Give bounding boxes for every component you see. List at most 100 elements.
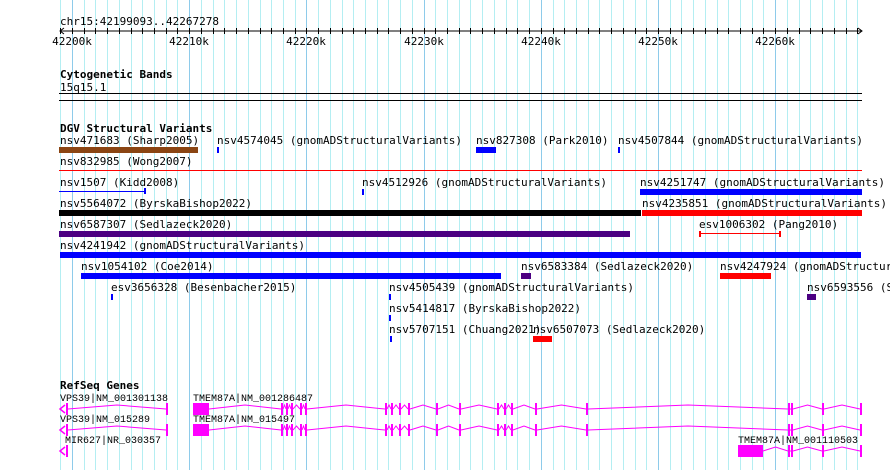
exon <box>822 445 824 457</box>
feature-end-tick <box>779 231 781 237</box>
intron <box>536 425 587 431</box>
intron <box>512 425 536 431</box>
exon <box>586 403 588 415</box>
exon <box>788 403 790 415</box>
feature-bar[interactable] <box>390 336 392 342</box>
exon <box>504 424 506 436</box>
variant-feature[interactable]: nsv4507844 (gnomADStructuralVariants) <box>618 134 863 153</box>
feature-bar[interactable] <box>59 231 630 237</box>
feature-bar[interactable] <box>389 315 391 321</box>
exon <box>291 403 293 415</box>
gene-tmem87a-nm-001286487[interactable] <box>193 403 862 415</box>
ruler-ticks <box>60 28 858 34</box>
intron <box>287 403 292 410</box>
intron <box>386 403 392 410</box>
variant-feature[interactable]: nsv6587307 (Sedlazeck2020) <box>59 218 630 237</box>
exon <box>281 403 283 415</box>
variant-feature[interactable]: nsv827308 (Park2010) <box>476 134 608 153</box>
feature-line[interactable] <box>59 191 145 192</box>
variant-feature[interactable]: nsv5414817 (ByrskaBishop2022) <box>389 302 581 321</box>
variant-feature[interactable]: nsv832985 (Wong2007) <box>59 155 862 171</box>
variant-feature[interactable]: esv3656328 (Besenbacher2015) <box>111 281 296 300</box>
feature-bar[interactable] <box>59 147 198 153</box>
gene-tmem87a-nm-015497[interactable] <box>193 424 862 436</box>
intron <box>587 425 789 431</box>
gene-vps39-nm-015289[interactable] <box>66 424 168 436</box>
feature-line[interactable] <box>59 170 862 171</box>
variant-feature[interactable]: nsv4247924 (gnomADStructuralVariants) <box>720 260 890 279</box>
feature-label: nsv4512926 (gnomADStructuralVariants) <box>362 176 607 189</box>
exon <box>391 424 393 436</box>
variant-feature[interactable]: nsv4251747 (gnomADStructuralVariants) <box>640 176 885 195</box>
intron <box>792 425 823 431</box>
band-15q15-1[interactable] <box>59 94 862 100</box>
intron <box>460 404 498 410</box>
feature-bar[interactable] <box>362 189 364 195</box>
variant-feature[interactable]: nsv1507 (Kidd2008) <box>59 176 179 194</box>
feature-line[interactable] <box>700 233 780 234</box>
exon <box>822 403 824 415</box>
exon <box>385 424 387 436</box>
variant-feature[interactable]: nsv4235851 (gnomADStructuralVariants) <box>642 197 887 216</box>
exon <box>436 424 438 436</box>
variant-feature[interactable]: nsv6507073 (Sedlazeck2020) <box>533 323 705 342</box>
variant-feature[interactable]: nsv5564072 (ByrskaBishop2022) <box>59 197 641 216</box>
feature-bar[interactable] <box>60 252 861 258</box>
feature-bar[interactable] <box>217 147 219 153</box>
feature-bar[interactable] <box>720 273 771 279</box>
feature-bar[interactable] <box>642 210 862 216</box>
ruler[interactable]: chr15:42199093..42267278 42200k 42210k 4… <box>52 15 863 48</box>
variant-feature[interactable]: nsv4505439 (gnomADStructuralVariants) <box>389 281 634 300</box>
gene-tmem87a-nm-001110503[interactable] <box>738 445 862 457</box>
feature-bar[interactable] <box>111 294 113 300</box>
intron <box>498 404 505 410</box>
feature-bar[interactable] <box>521 273 531 279</box>
exon <box>66 403 68 415</box>
feature-bar[interactable] <box>389 294 391 300</box>
variant-feature[interactable]: nsv5707151 (Chuang2021) <box>389 323 541 342</box>
intron <box>460 425 498 431</box>
gene-vps39-nm-001301138[interactable] <box>66 403 168 415</box>
variant-feature[interactable]: nsv4512926 (gnomADStructuralVariants) <box>362 176 607 195</box>
intron <box>292 425 301 431</box>
variant-feature[interactable]: nsv1054102 (Coe2014) <box>81 260 501 279</box>
variant-feature[interactable]: nsv6583384 (Sedlazeck2020) <box>521 260 693 279</box>
tick-label: 42250k <box>638 35 678 48</box>
variant-feature[interactable]: esv1006302 (Pang2010) <box>699 218 838 237</box>
intron <box>505 404 512 410</box>
track-title: Cytogenetic Bands <box>60 68 173 81</box>
feature-bar[interactable] <box>59 210 641 216</box>
gene-label: VPS39|NM_001301138 <box>60 393 168 405</box>
variant-feature[interactable]: nsv471683 (Sharp2005) <box>59 134 199 153</box>
feature-bar[interactable] <box>640 189 862 195</box>
exon <box>408 424 410 436</box>
feature-label: nsv5564072 (ByrskaBishop2022) <box>60 197 252 210</box>
feature-end-tick <box>144 188 146 194</box>
feature-bar[interactable] <box>807 294 816 300</box>
gene-models[interactable] <box>58 403 862 457</box>
tick-label: 42210k <box>169 35 209 48</box>
variant-feature[interactable]: nsv4574045 (gnomADStructuralVariants) <box>217 134 462 153</box>
feature-label: nsv4574045 (gnomADStructuralVariants) <box>217 134 462 147</box>
exon <box>281 424 283 436</box>
tick-label: 42200k <box>52 35 92 48</box>
feature-label: nsv6587307 (Sedlazeck2020) <box>60 218 232 231</box>
exon <box>459 403 461 415</box>
variant-feature[interactable]: nsv6593556 (Se <box>807 281 890 300</box>
variant-feature[interactable]: nsv4241942 (gnomADStructuralVariants) <box>60 239 861 258</box>
intron <box>400 404 409 410</box>
gene-mir627-nr-030357[interactable] <box>66 445 68 457</box>
exon <box>738 445 763 457</box>
exon <box>511 403 513 415</box>
feature-bar[interactable] <box>476 147 496 153</box>
feature-bar[interactable] <box>81 273 501 279</box>
exon <box>791 445 793 457</box>
intron <box>505 425 512 431</box>
feature-bar[interactable] <box>533 336 552 342</box>
feature-bar[interactable] <box>618 147 620 153</box>
intron <box>823 425 861 431</box>
feature-label: nsv6583384 (Sedlazeck2020) <box>521 260 693 273</box>
tick-label: 42240k <box>521 35 561 48</box>
feature-label: nsv471683 (Sharp2005) <box>60 134 199 147</box>
